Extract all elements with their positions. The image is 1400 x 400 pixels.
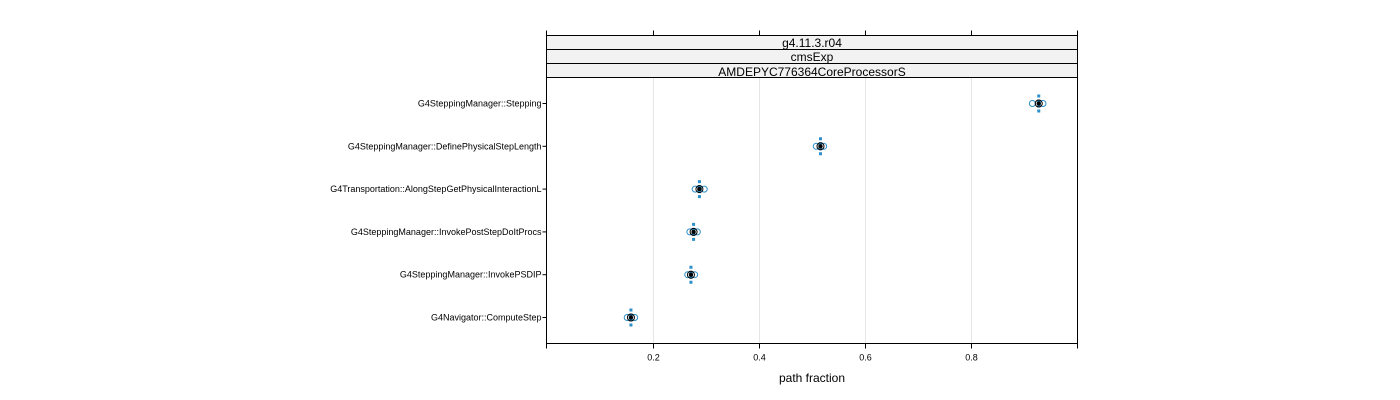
data-point-group	[812, 137, 828, 156]
strip-2-label: cmsExp	[791, 50, 834, 64]
point-marker	[628, 315, 634, 320]
category-label: G4Transportation::AlongStepGetPhysicalIn…	[330, 184, 541, 194]
point-marker	[688, 272, 694, 277]
point-marker	[1036, 101, 1041, 106]
point-ring	[626, 313, 635, 322]
strip-3-label: AMDEPYC776364CoreProcessorS	[718, 65, 905, 79]
point-ring	[816, 142, 825, 151]
category-label: G4SteppingManager::InvokePostStepDoItPro…	[351, 227, 542, 237]
axis-layer: 0.2 0.4 0.6 0.8	[542, 30, 1078, 363]
point-marker	[691, 229, 696, 235]
x-axis-title: path fraction	[779, 371, 845, 385]
point-ring	[689, 227, 698, 236]
category-labels: G4SteppingManager::SteppingG4SteppingMan…	[330, 99, 542, 323]
x-tick-label: 0.6	[859, 353, 872, 363]
point-marker	[697, 186, 702, 192]
point-marker	[818, 144, 823, 149]
grid-layer	[653, 77, 972, 344]
x-tick-label: 0.4	[753, 353, 766, 363]
data-marks	[623, 94, 1047, 327]
data-point-group	[623, 308, 639, 327]
category-label: G4Navigator::ComputeStep	[431, 313, 542, 323]
x-tick-label: 0.8	[965, 353, 978, 363]
data-point-group	[686, 222, 701, 241]
category-label: G4SteppingManager::DefinePhysicalStepLen…	[348, 141, 542, 151]
point-ring	[686, 270, 695, 279]
data-point-group	[691, 180, 708, 199]
category-label: G4SteppingManager::InvokePSDIP	[400, 270, 542, 280]
data-point-group	[1028, 94, 1047, 113]
category-label: G4SteppingManager::Stepping	[418, 99, 542, 109]
strip-1-label: g4.11.3.r04	[782, 36, 842, 50]
data-point-group	[684, 265, 699, 284]
x-tick-label: 0.2	[647, 353, 660, 363]
strip-group: g4.11.3.r04 cmsExp AMDEPYC776364CoreProc…	[546, 35, 1078, 79]
low-marker	[1028, 100, 1036, 107]
plot-panel	[546, 77, 1078, 344]
point-ring	[695, 185, 704, 194]
point-ring	[1034, 99, 1043, 108]
